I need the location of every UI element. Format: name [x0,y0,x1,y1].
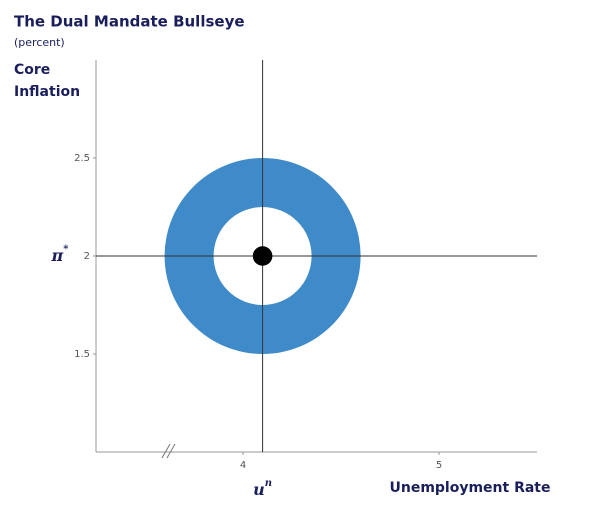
y-axis-label: Core [14,62,50,78]
y-tick-label: 1.5 [74,349,90,360]
x-axis-label: Unemployment Rate [389,480,550,496]
axis-break [161,443,176,459]
x-tick-label: 5 [436,460,442,471]
y-axis-label: Inflation [14,84,80,100]
annotation-base: u [253,480,265,499]
annotation: un [253,478,272,499]
x-tick-label: 4 [240,460,246,471]
chart-title: The Dual Mandate Bullseye [14,13,245,31]
annotation-sup: * [63,244,69,255]
target-dot [252,246,273,266]
annotation: π* [51,244,70,265]
annotation-sup: n [265,478,272,489]
y-tick-label: 2 [84,251,90,262]
annotation-base: π [51,246,64,265]
chart-subtitle: (percent) [14,36,65,49]
y-tick-label: 2.5 [74,153,90,164]
